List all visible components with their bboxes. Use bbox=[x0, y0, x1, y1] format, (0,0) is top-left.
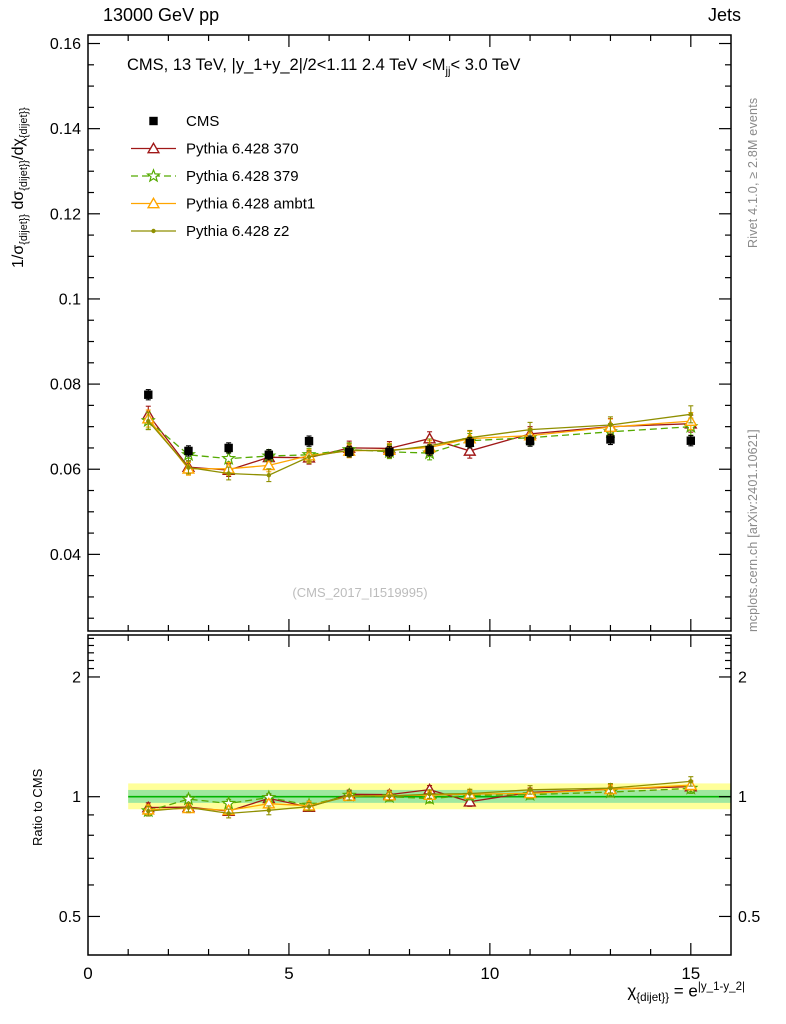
legend-item-3: Pythia 6.428 ambt1 bbox=[131, 196, 315, 213]
side-note-mcplots: mcplots.cern.ch [arXiv:2401.10621] bbox=[746, 429, 760, 632]
svg-text:5: 5 bbox=[284, 964, 293, 983]
axis-tick-labels: 0.04 0.06 0.08 0.1 0.12 0.14 0.16 0.5 0.5 1 1 2 2 0 5 1… bbox=[50, 36, 760, 983]
xlab-seg: = e bbox=[669, 981, 698, 1001]
svg-text:1: 1 bbox=[72, 789, 81, 806]
legend: CMS Pythia 6.428 370 Pythia 6.428 379 Pythi… bbox=[131, 113, 315, 240]
svg-text:0.12: 0.12 bbox=[50, 206, 81, 223]
side-note-rivet: Rivet 4.1.0, ≥ 2.8M events bbox=[746, 97, 760, 248]
svg-text:CMS: CMS bbox=[186, 113, 219, 130]
svg-text:0.5: 0.5 bbox=[738, 909, 760, 926]
svg-text:0.06: 0.06 bbox=[50, 462, 81, 479]
svg-text:0.14: 0.14 bbox=[50, 121, 81, 138]
ylab-seg: 1/σ bbox=[10, 244, 27, 268]
svg-text:0.1: 0.1 bbox=[59, 291, 81, 308]
main-series-cms bbox=[144, 389, 696, 461]
svg-text:0.08: 0.08 bbox=[50, 377, 81, 394]
xlab-sup: |y_1-y_2| bbox=[697, 981, 745, 993]
svg-text:15: 15 bbox=[681, 964, 700, 983]
annotation-subscript: jj bbox=[445, 65, 451, 78]
y-axis-label-main: 1/σ{dijet}} dσ{dijet}}/dχ{dijet}} bbox=[10, 28, 30, 268]
svg-text:0.16: 0.16 bbox=[50, 36, 81, 53]
header-beam-energy: 13000 GeV pp bbox=[103, 5, 220, 25]
legend-item-1: Pythia 6.428 370 bbox=[131, 141, 299, 158]
axis-ticks bbox=[88, 35, 731, 955]
header-analysis-group: Jets bbox=[707, 5, 741, 25]
main-panel-frame bbox=[87, 34, 732, 632]
legend-item-0: CMS bbox=[149, 113, 219, 130]
ylab-seg: /dχ bbox=[10, 138, 27, 160]
ylab-seg: dσ bbox=[10, 190, 27, 214]
x-axis-label: χ{dijet}} = e|y_1-y_2| bbox=[500, 981, 745, 1004]
svg-text:0: 0 bbox=[83, 964, 92, 983]
svg-text:Pythia 6.428 379: Pythia 6.428 379 bbox=[186, 168, 299, 185]
legend-item-4: Pythia 6.428 z2 bbox=[131, 223, 289, 240]
svg-text:Pythia 6.428 z2: Pythia 6.428 z2 bbox=[186, 223, 289, 240]
legend-item-2: Pythia 6.428 379 bbox=[131, 168, 299, 185]
plot-annotation: CMS, 13 TeV, |y_1+y_2|/2<1.11 2.4 TeV <M… bbox=[127, 56, 520, 77]
ratio-series-4 bbox=[145, 776, 694, 819]
svg-text:10: 10 bbox=[480, 964, 499, 983]
xlab-seg: χ bbox=[627, 981, 637, 1001]
svg-text:0.04: 0.04 bbox=[50, 547, 81, 564]
annotation-text-tail: < 3.0 TeV bbox=[450, 56, 521, 74]
svg-text:Pythia 6.428 ambt1: Pythia 6.428 ambt1 bbox=[186, 196, 315, 213]
ylab-sub: {dijet}} bbox=[18, 213, 31, 245]
ylab-sub: {dijet}} bbox=[18, 159, 31, 191]
xlab-sub: {dijet}} bbox=[636, 992, 670, 1005]
annotation-text: CMS, 13 TeV, |y_1+y_2|/2<1.11 2.4 TeV <M bbox=[127, 56, 446, 74]
svg-text:2: 2 bbox=[72, 669, 81, 686]
y-axis-label-ratio: Ratio to CMS bbox=[30, 768, 45, 846]
svg-text:2: 2 bbox=[738, 669, 747, 686]
ylab-sub: {dijet}} bbox=[18, 107, 31, 139]
svg-text:1: 1 bbox=[738, 789, 747, 806]
svg-text:Pythia 6.428 370: Pythia 6.428 370 bbox=[186, 141, 299, 158]
watermark-analysis-id: (CMS_2017_I1519995) bbox=[292, 585, 428, 600]
svg-text:0.5: 0.5 bbox=[59, 909, 81, 926]
